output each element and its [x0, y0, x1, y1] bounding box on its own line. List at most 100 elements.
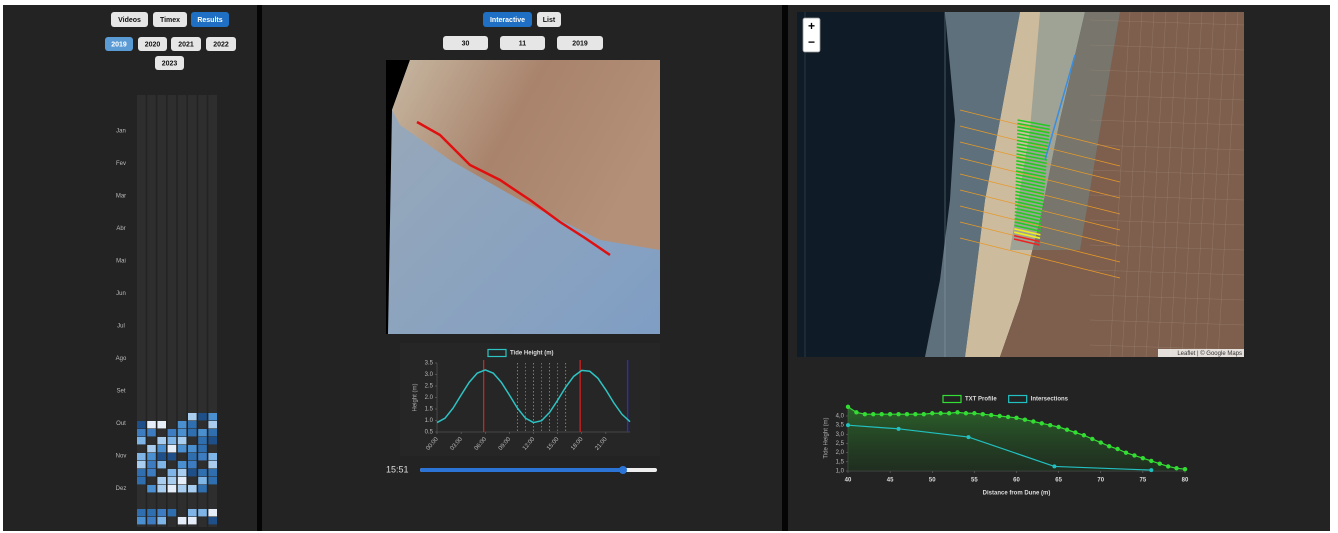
month-label: Ago: [116, 356, 127, 362]
point: [1048, 422, 1053, 428]
point: [904, 411, 910, 417]
month-select[interactable]: [500, 36, 545, 50]
point: [887, 411, 893, 417]
year-label[interactable]: 2022: [213, 41, 229, 48]
heat-cell: [198, 437, 207, 445]
view-label[interactable]: List: [543, 17, 556, 24]
point: [997, 413, 1002, 419]
year-button[interactable]: [155, 56, 184, 70]
heat-cell: [188, 413, 197, 421]
transect-green: [1014, 231, 1041, 239]
view-label[interactable]: Interactive: [490, 17, 525, 24]
heat-cell: [157, 453, 166, 461]
heat-cell: [198, 477, 207, 485]
point: [980, 411, 985, 417]
point: [1157, 461, 1162, 466]
day-select[interactable]: [443, 36, 488, 50]
zoom-control[interactable]: [802, 17, 821, 53]
heat-column: [208, 95, 217, 527]
transect-green: [1017, 126, 1050, 134]
transect-green: [1016, 143, 1049, 151]
road: [1121, 11, 1143, 358]
year-value[interactable]: 2019: [572, 40, 588, 47]
zoom-out[interactable]: −: [808, 35, 815, 49]
point: [913, 411, 918, 417]
month-label: Mai: [116, 259, 126, 265]
heat-cell: [188, 453, 197, 461]
transect-green: [1017, 129, 1050, 137]
profile-chart: 1,0 1,5 2,0 2,5 3,0 3,5 4,0 40 45 50 55 60 65 70 75 80 T…: [824, 394, 1189, 497]
transect-green: [1013, 238, 1040, 246]
view-button-active[interactable]: [483, 12, 532, 27]
heat-cell: [208, 469, 217, 477]
road: [1089, 319, 1245, 326]
heat-cell: [147, 429, 156, 437]
year-button-active[interactable]: [105, 37, 133, 51]
y-tick-label: 2.5: [425, 384, 434, 390]
heat-cell: [157, 461, 166, 469]
tab-label[interactable]: Timex: [160, 17, 180, 24]
heat-cell: [157, 437, 166, 445]
zoom-in[interactable]: +: [808, 19, 815, 33]
transect-green: [1015, 180, 1045, 188]
tab-button-active[interactable]: [191, 12, 229, 27]
transect-green: [1015, 190, 1044, 199]
year-label[interactable]: 2020: [145, 41, 161, 48]
heat-cell: [177, 517, 187, 525]
point: [845, 404, 851, 410]
year-label[interactable]: 2021: [178, 41, 194, 48]
y-tick-label: 1,0: [836, 469, 845, 475]
tide-chart-bg: [400, 343, 660, 456]
heat-cell: [157, 421, 166, 429]
transect-green: [1014, 224, 1041, 233]
y-tick-label: 3,5: [836, 423, 845, 429]
tab-label[interactable]: Results: [197, 17, 222, 24]
heat-cell: [137, 421, 146, 429]
slider-knob[interactable]: [619, 466, 627, 474]
transect-orange: [959, 221, 1121, 263]
transect-green: [1015, 166, 1046, 175]
year-label[interactable]: 2023: [162, 60, 178, 67]
road: [1089, 44, 1245, 51]
day-value[interactable]: 30: [462, 40, 470, 47]
point: [1182, 466, 1188, 472]
road: [1181, 11, 1203, 358]
road: [1205, 11, 1227, 358]
point: [946, 411, 952, 416]
heat-cell: [177, 485, 187, 493]
x-tick-label: 65: [1055, 478, 1062, 484]
year-button[interactable]: [171, 37, 201, 51]
point: [1123, 450, 1129, 455]
heat-cell: [198, 469, 207, 477]
year-select[interactable]: [557, 36, 603, 50]
point: [966, 435, 971, 440]
heat-cell: [198, 453, 207, 461]
transect-green: [1016, 156, 1047, 165]
view-button[interactable]: [537, 12, 561, 27]
y-tick-label: 3.5: [425, 361, 434, 367]
heat-cell: [167, 509, 177, 517]
tab-button[interactable]: [153, 12, 187, 27]
tab-button[interactable]: [111, 12, 148, 27]
tab-label[interactable]: Videos: [118, 17, 141, 24]
heat-cell: [157, 517, 166, 525]
map[interactable]: + − Leaflet | © Google Maps: [797, 11, 1245, 358]
heat-cell: [208, 517, 217, 525]
month-label: Set: [116, 389, 125, 395]
point: [989, 412, 994, 418]
transect-orange: [959, 237, 1121, 279]
month-value[interactable]: 11: [519, 40, 527, 47]
year-button[interactable]: [206, 37, 236, 51]
attribution[interactable]: Leaflet | © Google Maps: [1177, 350, 1242, 357]
x-tick-label: 75: [1140, 478, 1147, 484]
transect-green: [1016, 163, 1047, 171]
transect-green: [1017, 119, 1051, 127]
road: [1193, 11, 1215, 358]
road: [1089, 269, 1245, 276]
year-button[interactable]: [138, 37, 167, 51]
point: [896, 411, 901, 417]
year-label[interactable]: 2019: [111, 41, 127, 48]
heat-cell: [157, 509, 166, 517]
x-tick-label: 80: [1182, 478, 1189, 484]
heatmap: Jan Fev Mar Abr Mai Jun Jul Ago Set Out Nov Dez: [116, 95, 217, 527]
